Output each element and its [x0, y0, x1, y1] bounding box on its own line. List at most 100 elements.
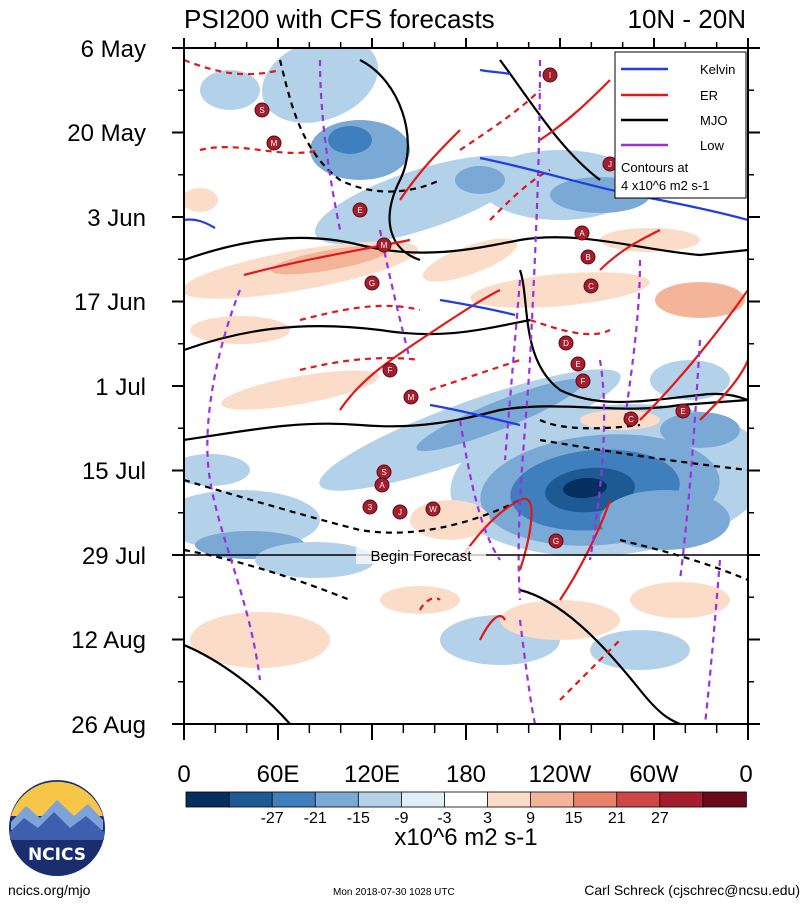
- contour-line: [703, 559, 722, 724]
- legend-label-kelvin: Kelvin: [700, 62, 735, 77]
- storm-marker: [575, 373, 591, 389]
- colorbar-label: -3: [437, 810, 451, 827]
- storm-marker: [542, 67, 558, 83]
- contour-line: [459, 89, 541, 151]
- storm-marker-label: E: [680, 407, 685, 416]
- y-tick-label: 17 Jun: [74, 289, 146, 316]
- storm-marker-label: D: [563, 339, 569, 348]
- logo-mountains-front: [10, 812, 104, 840]
- colorbar-label: -21: [304, 810, 327, 827]
- colorbar-swatch: [185, 791, 230, 808]
- storm-marker-label: E: [575, 360, 580, 369]
- x-tick-label: 120W: [529, 761, 592, 788]
- colorbar-swatch: [400, 791, 446, 808]
- shade-region: [655, 282, 745, 318]
- footer-author: Carl Schreck (cjschrec@ncsu.edu): [584, 882, 800, 898]
- x-tick-label: 60W: [629, 761, 679, 788]
- shade-region: [184, 188, 218, 212]
- shade-region: [380, 586, 460, 614]
- storm-marker-label: G: [369, 279, 375, 288]
- storm-marker-label: S: [381, 468, 386, 477]
- legend-label-er: ER: [700, 88, 718, 103]
- shade-region: [630, 582, 730, 618]
- storm-marker: [675, 403, 691, 419]
- contour-line: [519, 588, 681, 724]
- colorbar-label: 3: [483, 810, 492, 827]
- x-tick-label: 120E: [344, 761, 400, 788]
- storm-marker-label: G: [553, 537, 559, 546]
- colorbar-label: -15: [347, 810, 370, 827]
- shade-region: [455, 166, 505, 194]
- shade-region: [470, 272, 650, 308]
- shade-region: [221, 370, 379, 410]
- contour-line: [199, 146, 321, 154]
- chart-region: 10N - 20N: [628, 4, 747, 34]
- contour-line: [339, 289, 501, 411]
- legend-label-mjo: MJO: [700, 113, 727, 128]
- colorbar-swatch: [314, 791, 360, 808]
- storm-marker-label: A: [579, 229, 585, 238]
- contour-line: [318, 59, 342, 231]
- colorbar-label: 15: [565, 810, 583, 827]
- colorbar-swatch: [357, 791, 403, 808]
- contour-line: [623, 259, 642, 421]
- contour-line: [503, 279, 522, 461]
- shade-region: [500, 600, 620, 640]
- contour-line: [699, 359, 748, 421]
- storm-marker: [376, 237, 392, 253]
- contour-line: [588, 359, 606, 561]
- legend-box: [614, 51, 747, 199]
- contour-line: [206, 289, 262, 681]
- x-tick-label: 60E: [257, 761, 300, 788]
- logo-sunset: [11, 781, 103, 816]
- storm-marker-label: C: [628, 415, 634, 424]
- x-tick-label: 180: [446, 761, 486, 788]
- contour-line: [184, 236, 748, 262]
- shade-region: [563, 477, 607, 499]
- contour-line: [429, 358, 521, 392]
- colorbar-swatch: [487, 791, 532, 808]
- storm-marker: [574, 225, 590, 241]
- contour-line: [559, 499, 612, 601]
- storm-marker: [623, 411, 639, 427]
- y-tick-label: 6 May: [81, 36, 146, 63]
- contour-line: [399, 129, 461, 201]
- contour-line: [479, 615, 506, 641]
- colorbar-label: -27: [261, 810, 284, 827]
- storm-marker-label: M: [381, 241, 388, 250]
- colorbar-swatch: [659, 791, 704, 808]
- footer-url: ncics.org/mjo: [8, 882, 91, 898]
- colorbar-swatch: [616, 791, 661, 808]
- shade-region: [416, 378, 584, 452]
- colorbar-swatch: [530, 791, 575, 808]
- contour-line: [278, 59, 441, 193]
- y-tick-label: 15 Jul: [82, 458, 146, 485]
- storm-marker: [425, 501, 441, 517]
- shade-region: [328, 126, 372, 154]
- shade-region: [190, 612, 330, 668]
- x-tick-label: 0: [739, 761, 752, 788]
- shade-region: [600, 228, 700, 252]
- contour-line: [184, 643, 291, 724]
- storm-marker-label: 3: [368, 503, 373, 512]
- colorbar-swatch: [444, 791, 489, 808]
- colorbar-label: 21: [608, 810, 626, 827]
- shade-region: [255, 542, 375, 578]
- contour-line: [539, 438, 748, 472]
- y-tick-label: 26 Aug: [71, 712, 146, 739]
- contour-line: [458, 419, 501, 561]
- axis-ticks: [172, 38, 760, 740]
- storm-marker: [352, 202, 368, 218]
- storm-marker-label: M: [408, 393, 415, 402]
- colorbar-label: 9: [526, 810, 535, 827]
- footer-timestamp: Mon 2018-07-30 1028 UTC: [333, 887, 455, 898]
- storm-marker: [548, 533, 564, 549]
- legend-note-line-2: 4 x10^6 m2 s-1: [621, 178, 709, 193]
- storm-marker: [392, 504, 408, 520]
- logo-text: NCICS: [28, 845, 86, 865]
- storm-marker: [374, 477, 390, 493]
- storm-marker-label: J: [608, 160, 612, 169]
- shade-region: [184, 454, 250, 486]
